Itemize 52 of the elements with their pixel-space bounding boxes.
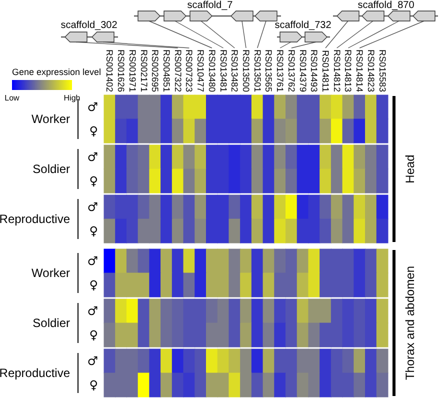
text: scaffold_732 xyxy=(274,20,332,31)
x-tick-label: RS001626 xyxy=(116,49,126,92)
x-tick-label: RS013482 xyxy=(230,49,240,92)
y-tick-label: ♀ xyxy=(89,124,98,138)
y-tick-label: ♂ xyxy=(87,150,98,164)
text: Soldier xyxy=(32,316,70,330)
color-bar-title: Gene expression level xyxy=(12,67,102,77)
x-tick-label: RS014814 xyxy=(354,49,365,92)
x-tick-label: RS013501 xyxy=(252,49,262,92)
x-tick-label: RS015583 xyxy=(377,49,388,92)
x-tick-label: RS010477 xyxy=(196,49,206,92)
y-tick-label: ♀ xyxy=(89,174,98,188)
x-tick-label: RS001971 xyxy=(127,49,138,92)
x-tick-label: RS013762 xyxy=(286,49,296,92)
y-tick-label: ♀ xyxy=(89,278,98,292)
x-tick-label: RS002695 xyxy=(150,49,160,92)
text: scaffold_870 xyxy=(358,0,415,11)
x-tick-label: RS013761 xyxy=(275,49,286,92)
x-tick-label: RS014493 xyxy=(309,49,320,92)
y-tick-label: ♂ xyxy=(87,304,98,318)
color-bar-label: High xyxy=(64,94,80,102)
text: scaffold_302 xyxy=(60,20,118,31)
x-tick-label: RS002171 xyxy=(138,49,149,92)
y-tick-label: ♂ xyxy=(87,100,98,114)
x-tick-label: RS014823 xyxy=(366,49,376,92)
x-tick-label: RS014812 xyxy=(332,49,342,92)
y-tick-label: ♀ xyxy=(89,224,98,238)
text: Reproductive xyxy=(0,212,70,226)
x-tick-label: RS001402 xyxy=(104,49,115,92)
x-tick-label: RS013481 xyxy=(218,49,228,92)
x-tick-label: RS013565 xyxy=(264,49,274,92)
x-tick-label: RS007323 xyxy=(184,49,194,92)
x-tick-label: RS013500 xyxy=(241,49,251,92)
y-tick-label: ♀ xyxy=(89,378,98,392)
x-tick-label: RS014379 xyxy=(298,49,308,92)
text: Thorax and abdomen xyxy=(403,266,417,380)
x-tick-label: RS013480 xyxy=(206,49,217,92)
text: Soldier xyxy=(32,162,70,176)
text: Head xyxy=(403,154,417,184)
text: scaffold_7 xyxy=(187,0,234,11)
y-tick-label: ♂ xyxy=(87,200,98,214)
text: Worker xyxy=(32,266,70,280)
y-tick-label: ♀ xyxy=(89,328,98,342)
text: Reproductive xyxy=(0,366,70,380)
y-tick-label: ♂ xyxy=(87,354,98,368)
x-tick-label: RS004851 xyxy=(161,49,172,92)
text: Worker xyxy=(32,112,70,126)
x-tick-label: RS014813 xyxy=(343,49,354,92)
y-tick-label: ♂ xyxy=(87,254,98,268)
color-bar-label: Low xyxy=(4,94,20,102)
x-tick-label: RS007322 xyxy=(172,49,183,92)
x-tick-label: RS014811 xyxy=(320,50,331,92)
